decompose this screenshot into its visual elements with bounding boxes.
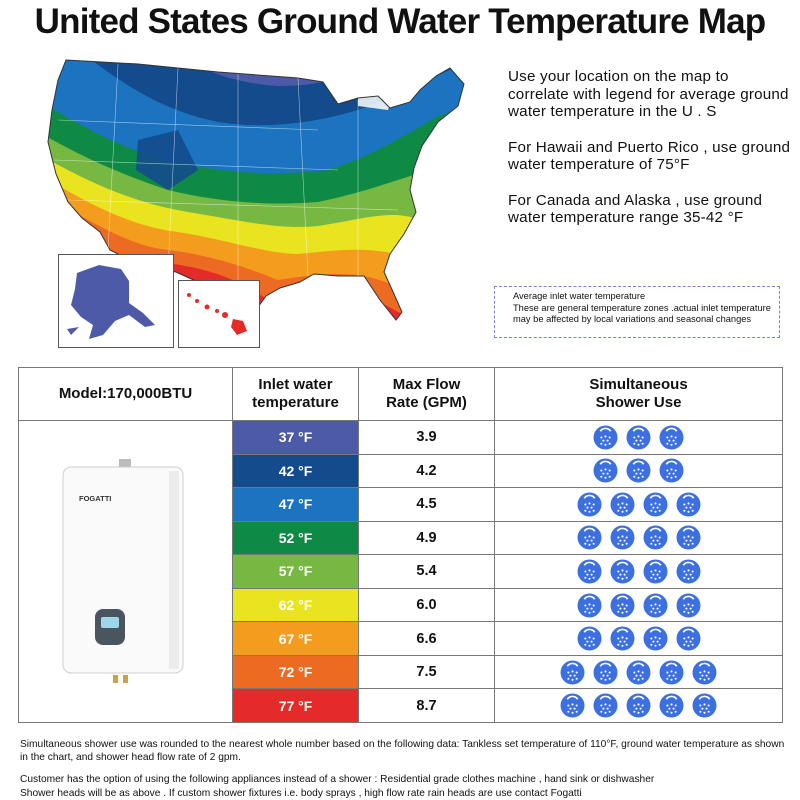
shower-head-icon [676,626,701,651]
inlet-temp-cell: 37 °F [232,420,359,455]
shower-count-cell [494,654,783,690]
shower-head-icon [643,626,668,651]
shower-head-icon [626,660,651,685]
shower-head-icon [593,660,618,685]
inlet-temp-cell: 77 °F [232,688,359,723]
shower-head-icon [610,593,635,618]
max-flow-cell: 5.4 [358,554,495,589]
max-flow-cell: 4.9 [358,520,495,556]
shower-head-icon [626,425,651,450]
ground-water-temperature-map [18,50,490,350]
flow-rate-table: Model:170,000BTU Inlet water temperature… [18,367,783,723]
shower-head-icon [577,525,602,550]
shower-count-cell [494,453,783,489]
table-row: 57 °F 5.4 [19,554,783,589]
shower-head-icon [593,458,618,483]
table-row: 77 °F 8.7 [19,688,783,723]
alaska-inset [58,254,174,348]
shower-head-icon [593,693,618,718]
shower-head-icon [577,492,602,517]
inlet-temp-cell: 57 °F [232,554,359,589]
max-flow-cell: 7.5 [358,654,495,690]
shower-count-cell [494,587,783,623]
note-hawaii: For Hawaii and Puerto Rico , use ground … [508,138,791,174]
page-title: United States Ground Water Temperature M… [34,2,766,41]
table-row: 52 °F 4.9 [19,520,783,556]
shower-head-icon [692,693,717,718]
shower-head-icon [593,425,618,450]
shower-head-icon [659,693,684,718]
shower-count-cell [494,487,783,522]
shower-head-icon [643,525,668,550]
shower-head-icon [560,693,585,718]
shower-head-icon [577,626,602,651]
note-location: Use your location on the map to correlat… [508,68,789,120]
inlet-temp-cell: 67 °F [232,621,359,656]
brand-logo: FOGATTI [79,494,111,503]
table-row: 67 °F 6.6 [19,621,783,656]
table-row: 47 °F 4.5 [19,487,783,522]
shower-count-cell [494,520,783,556]
hawaii-inset [178,280,260,348]
shower-head-icon [643,492,668,517]
shower-head-icon [560,660,585,685]
max-flow-cell: 8.7 [358,688,495,723]
shower-head-icon [610,525,635,550]
max-flow-cell: 4.5 [358,487,495,522]
footnote-rounding: Simultaneous shower use was rounded to t… [20,739,785,763]
header-model: Model:170,000BTU [18,367,233,421]
shower-head-icon [676,525,701,550]
water-heater-image: FOGATTI [18,420,233,723]
max-flow-cell: 6.6 [358,621,495,656]
inlet-temp-cell: 47 °F [232,487,359,522]
shower-count-cell [494,420,783,455]
inlet-temp-cell: 42 °F [232,453,359,489]
shower-head-icon [610,492,635,517]
inlet-temp-cell: 62 °F [232,587,359,623]
note-canada-alaska: For Canada and Alaska , use ground water… [508,191,763,227]
shower-count-cell [494,688,783,723]
shower-head-icon [610,626,635,651]
max-flow-cell: 4.2 [358,453,495,489]
shower-head-icon [643,559,668,584]
shower-count-cell [494,554,783,589]
shower-head-icon [659,660,684,685]
table-row: FOGATTI 37 °F 3.9 [18,420,783,723]
shower-head-icon [610,559,635,584]
header-shower-use: Simultaneous Shower Use [494,367,783,421]
inlet-temp-cell: 72 °F [232,654,359,690]
shower-head-icon [692,660,717,685]
shower-head-icon [659,458,684,483]
shower-head-icon [643,593,668,618]
shower-head-icon [626,458,651,483]
footnote-appliances: Customer has the option of using the fol… [20,774,655,785]
table-row: 62 °F 6.0 [19,587,783,623]
header-inlet-temp: Inlet water temperature [232,367,359,421]
shower-head-icon [676,492,701,517]
max-flow-cell: 6.0 [358,587,495,623]
legend-text: These are general temperature zones .act… [513,302,771,325]
shower-count-cell [494,621,783,656]
shower-head-icon [676,559,701,584]
map-instructions: Use your location on the map to correlat… [508,68,793,245]
header-max-flow: Max Flow Rate (GPM) [358,367,495,421]
temperature-legend-note: Average inlet water temperature These ar… [494,286,780,338]
shower-head-icon [626,693,651,718]
max-flow-cell: 3.9 [358,420,495,455]
shower-head-icon [577,593,602,618]
footnote-custom-fixtures: Shower heads will be as above . If custo… [20,788,582,799]
shower-head-icon [676,593,701,618]
legend-title: Average inlet water temperature [513,291,646,301]
shower-head-icon [659,425,684,450]
inlet-temp-cell: 52 °F [232,520,359,556]
shower-head-icon [577,559,602,584]
